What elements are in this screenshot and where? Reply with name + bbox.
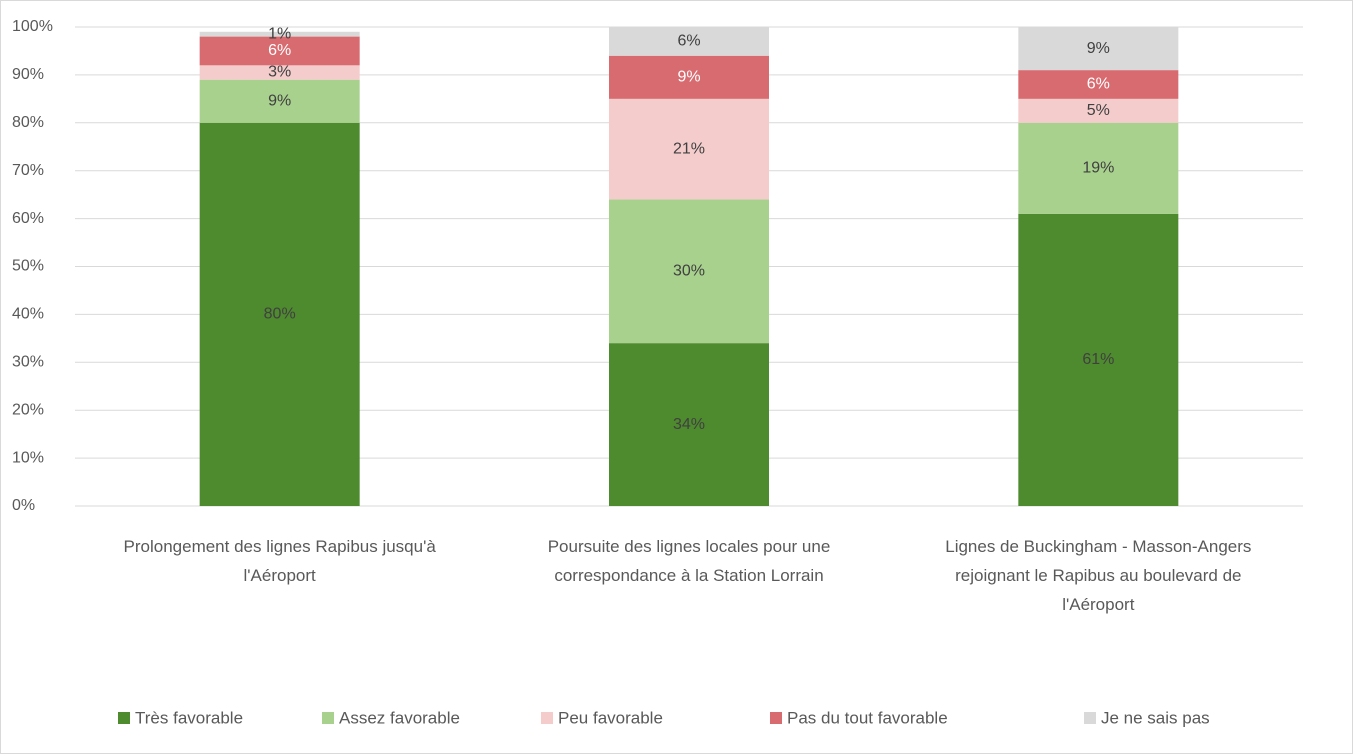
legend-swatch [541,712,553,724]
bar-segment [199,36,360,66]
bar-segment [1018,27,1179,71]
y-tick-label: 80% [12,114,44,131]
bar-segment [609,98,769,200]
bar-segment [1018,213,1179,506]
x-tick-label: Prolongement des lignes Rapibus jusqu'à … [123,537,436,585]
legend-swatch [770,712,782,724]
y-tick-label: 40% [12,306,44,323]
bar-segment [199,79,360,123]
y-tick-label: 0% [12,497,35,514]
data-label: 61% [1082,351,1114,368]
bar-segment [199,122,360,507]
data-label: 6% [677,33,700,50]
bar-segment [199,31,360,37]
data-label: 34% [673,416,705,433]
y-tick-label: 60% [12,210,44,227]
data-label: 5% [1087,102,1110,119]
x-tick-label: Poursuite des lignes locales pour une co… [547,537,831,585]
data-label: 6% [268,42,291,59]
legend-label: Assez favorable [339,708,460,727]
legend-swatch [1084,712,1096,724]
y-tick-label: 50% [12,258,44,275]
bar-segment [1018,98,1179,123]
legend-swatch [118,712,130,724]
data-label: 80% [264,306,296,323]
data-label: 9% [677,69,700,86]
data-label: 9% [268,92,291,109]
bar-segment [199,65,360,80]
y-tick-label: 70% [12,162,44,179]
x-tick-label: Lignes de Buckingham - Masson-Angers rej… [945,537,1252,614]
data-label: 19% [1082,160,1114,177]
bar-segment [609,199,769,344]
bar-segment [609,55,769,99]
data-label: 9% [1087,40,1110,57]
bar-segment [609,343,769,506]
legend-label: Je ne sais pas [1101,708,1210,727]
bar-segment [1018,70,1179,99]
legend-swatch [322,712,334,724]
y-tick-label: 30% [12,354,44,371]
bar-segment [609,27,769,56]
data-label: 30% [673,263,705,280]
legend-label: Très favorable [135,708,243,727]
y-tick-label: 100% [12,18,53,35]
data-label: 3% [268,64,291,81]
legend-label: Pas du tout favorable [787,708,948,727]
y-tick-label: 90% [12,66,44,83]
data-label: 21% [673,140,705,157]
y-tick-label: 20% [12,401,44,418]
data-label: 6% [1087,76,1110,93]
y-tick-label: 10% [12,449,44,466]
data-label: 1% [268,25,291,42]
bar-segment [1018,122,1179,214]
legend-label: Peu favorable [558,708,663,727]
